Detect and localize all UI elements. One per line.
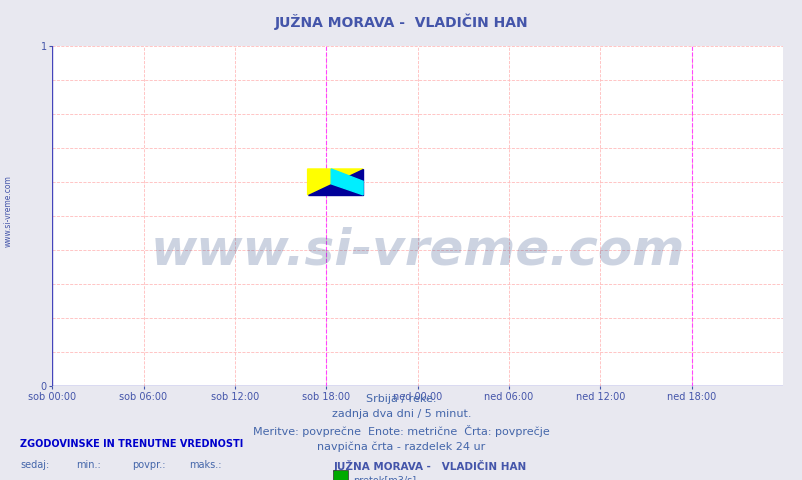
- Text: ZGODOVINSKE IN TRENUTNE VREDNOSTI: ZGODOVINSKE IN TRENUTNE VREDNOSTI: [20, 439, 243, 449]
- Text: zadnja dva dni / 5 minut.: zadnja dva dni / 5 minut.: [331, 409, 471, 420]
- Text: navpična črta - razdelek 24 ur: navpična črta - razdelek 24 ur: [317, 441, 485, 452]
- Polygon shape: [307, 169, 363, 195]
- Text: www.si-vreme.com: www.si-vreme.com: [3, 175, 13, 247]
- Text: -nan: -nan: [20, 479, 42, 480]
- Polygon shape: [330, 169, 363, 195]
- Text: Srbija / reke.: Srbija / reke.: [366, 394, 436, 404]
- Text: povpr.:: povpr.:: [132, 460, 166, 470]
- Text: Meritve: povprečne  Enote: metrične  Črta: povprečje: Meritve: povprečne Enote: metrične Črta:…: [253, 425, 549, 437]
- Text: -nan: -nan: [132, 479, 154, 480]
- Text: JUŽNA MORAVA -  VLADIČIN HAN: JUŽNA MORAVA - VLADIČIN HAN: [274, 13, 528, 30]
- Text: JUŽNA MORAVA -   VLADIČIN HAN: JUŽNA MORAVA - VLADIČIN HAN: [333, 460, 526, 472]
- Text: www.si-vreme.com: www.si-vreme.com: [150, 226, 684, 274]
- Text: min.:: min.:: [76, 460, 101, 470]
- Text: maks.:: maks.:: [188, 460, 221, 470]
- Text: pretok[m3/s]: pretok[m3/s]: [353, 476, 416, 480]
- Text: -nan: -nan: [188, 479, 210, 480]
- Text: -nan: -nan: [76, 479, 98, 480]
- Text: sedaj:: sedaj:: [20, 460, 49, 470]
- Polygon shape: [307, 169, 363, 195]
